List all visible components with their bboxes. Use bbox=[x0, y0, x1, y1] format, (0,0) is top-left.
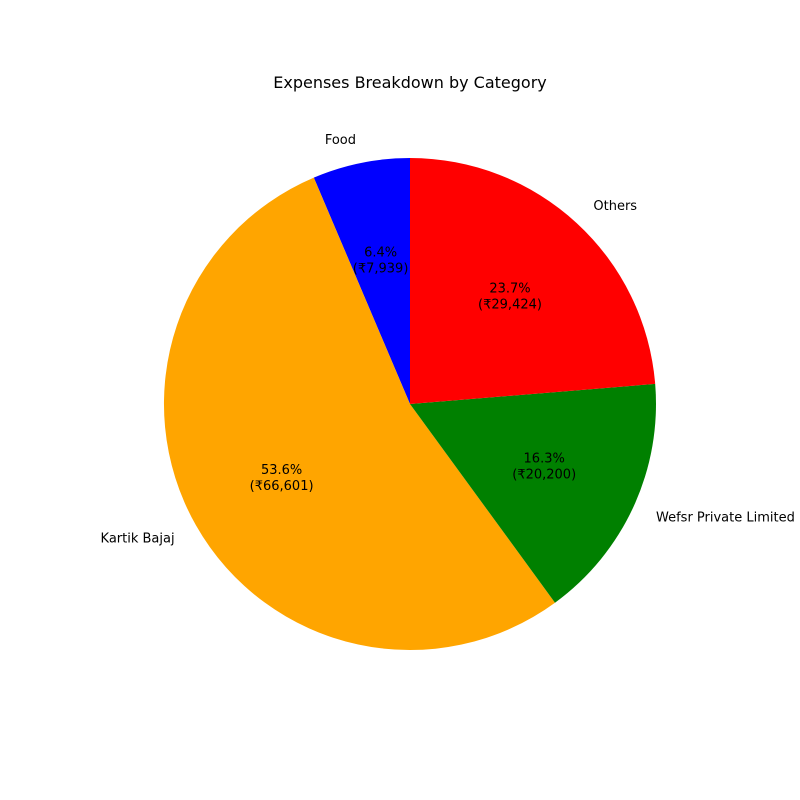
slice-labels: Food Kartik Bajaj Wefsr Private Limited Oth… bbox=[101, 133, 795, 547]
percent-label-kartik-bajaj: 53.6% bbox=[261, 463, 302, 478]
amount-label-others: (₹29,424) bbox=[478, 297, 542, 312]
percent-labels: 6.4%(₹7,939) 53.6%(₹66,601) 16.3%(₹20,200)… bbox=[250, 245, 577, 493]
pie-slice-wefsr-private-limited bbox=[410, 383, 657, 603]
amount-label-kartik-bajaj: (₹66,601) bbox=[250, 479, 314, 494]
percent-label-others: 23.7% bbox=[489, 281, 530, 296]
percent-label-wefsr-private-limited: 16.3% bbox=[524, 451, 565, 466]
slice-label-kartik-bajaj: Kartik Bajaj bbox=[101, 532, 175, 547]
percent-label-food: 6.4% bbox=[364, 245, 397, 260]
amount-label-wefsr-private-limited: (₹20,200) bbox=[512, 467, 576, 482]
slice-label-food: Food bbox=[325, 133, 356, 148]
pie-slice-others bbox=[410, 158, 656, 404]
slice-label-others: Others bbox=[593, 199, 637, 214]
pie-slice-kartik-bajaj bbox=[163, 177, 556, 651]
pie-slice-food bbox=[313, 158, 410, 404]
chart-title: Expenses Breakdown by Category bbox=[273, 73, 547, 92]
amount-label-food: (₹7,939) bbox=[353, 261, 409, 276]
slice-label-wefsr-private-limited: Wefsr Private Limited bbox=[656, 511, 795, 526]
pie-slices bbox=[163, 158, 657, 651]
